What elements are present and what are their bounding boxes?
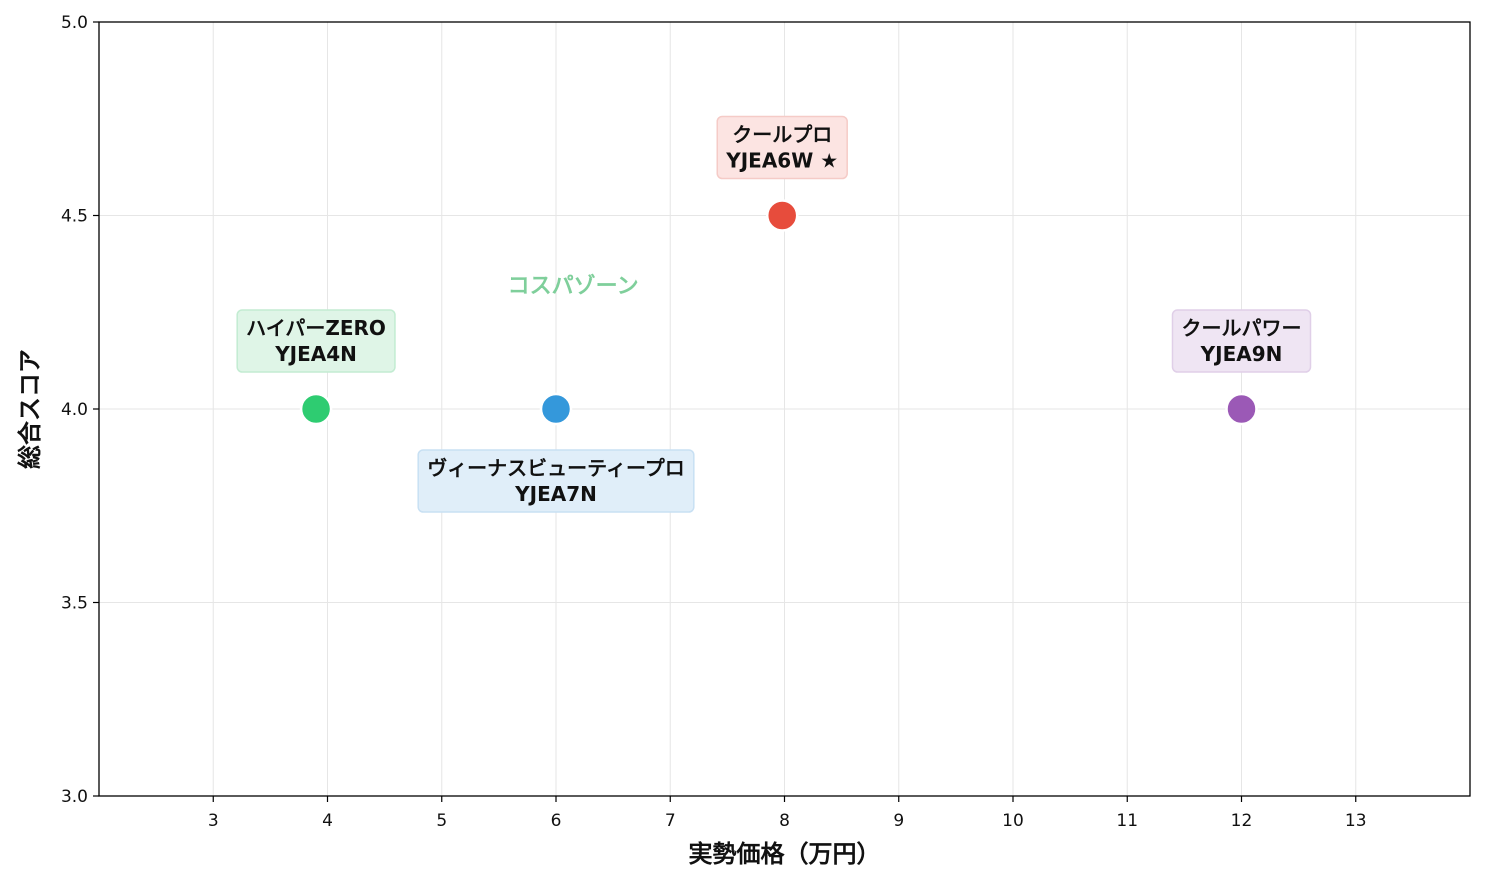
x-tick-label: 7 [665, 811, 676, 831]
x-tick-label: 13 [1345, 811, 1367, 831]
y-tick-label: 3.0 [61, 787, 88, 807]
point-name-label: ハイパーZERO [246, 316, 386, 340]
point-name-label: クールプロ [732, 123, 832, 147]
x-tick-label: 9 [893, 811, 904, 831]
x-tick-label: 12 [1231, 811, 1253, 831]
label-box [1171, 309, 1312, 373]
y-tick-label: 3.5 [61, 594, 88, 614]
x-tick-label: 5 [436, 811, 447, 831]
y-tick-label: 4.0 [61, 400, 88, 420]
data-point [765, 199, 799, 232]
point-name-label: クールパワー [1182, 316, 1302, 340]
point-model-label: YJEA9N [1200, 342, 1283, 366]
y-axis: 3.0 3.5 4.0 4.5 5.0 [61, 13, 99, 807]
x-axis: 3 4 5 6 7 8 9 10 11 12 13 [208, 796, 1367, 831]
zone-annotation: コスパゾーン [508, 273, 639, 299]
x-tick-label: 3 [208, 811, 219, 831]
x-tick-label: 8 [779, 811, 790, 831]
point-model-label: YJEA6W ★ [725, 149, 838, 173]
x-axis-title: 実勢価格（万円） [689, 840, 881, 868]
label-box [236, 309, 396, 373]
point-model-label: YJEA7N [514, 482, 597, 506]
x-tick-label: 4 [322, 811, 333, 831]
y-axis-title: 総合スコア [16, 349, 44, 469]
point-name-label: ヴィーナスビューティープロ [427, 456, 685, 480]
y-tick-label: 5.0 [61, 13, 88, 33]
data-points [299, 199, 1258, 426]
data-point [299, 392, 333, 426]
data-point [1225, 392, 1258, 426]
annotations: コスパゾーン [508, 273, 639, 299]
y-tick-label: 4.5 [61, 207, 88, 227]
x-tick-label: 6 [551, 811, 562, 831]
point-labels: ハイパーZEROYJEA4NヴィーナスビューティープロYJEA7NクールプロYJ… [236, 115, 1312, 513]
data-point [539, 392, 573, 426]
x-tick-label: 11 [1116, 811, 1138, 831]
x-tick-label: 10 [1002, 811, 1024, 831]
label-box [716, 115, 848, 180]
point-model-label: YJEA4N [274, 342, 357, 366]
label-box [417, 449, 695, 513]
